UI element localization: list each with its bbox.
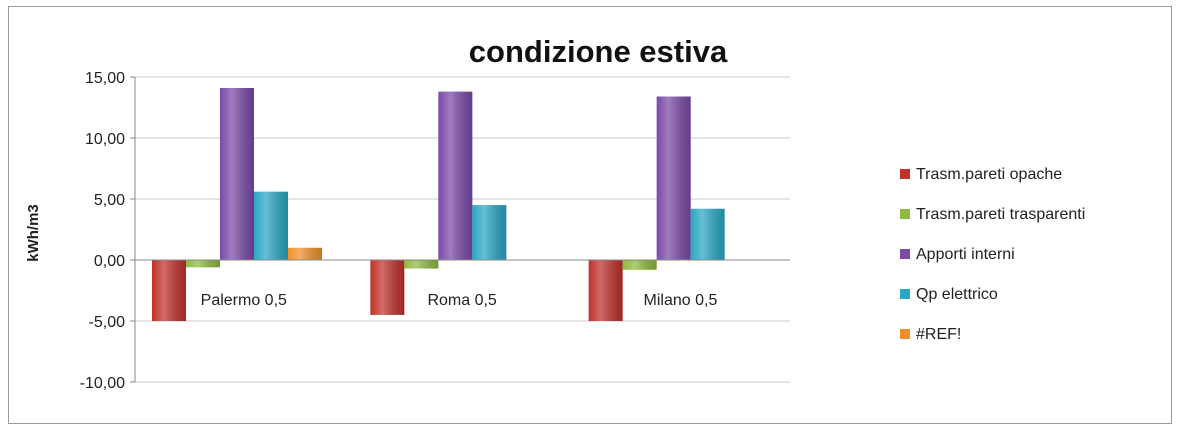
y-axis-label: kWh/m3	[25, 204, 42, 262]
bar-shading	[186, 260, 220, 268]
legend-label: Trasm.pareti trasparenti	[916, 206, 1085, 223]
legend-swatch	[900, 249, 910, 259]
legend-label: Trasm.pareti opache	[916, 166, 1062, 183]
bar-shading	[472, 205, 507, 260]
y-tick-label: 10,00	[85, 131, 125, 148]
chart-title: condizione estiva	[469, 34, 728, 69]
y-tick-label: 15,00	[85, 70, 125, 87]
y-tick-label: -5,00	[89, 314, 126, 331]
bar-shading	[220, 87, 254, 260]
y-tick-label: 5,00	[94, 192, 125, 209]
category-label: Roma 0,5	[427, 292, 496, 309]
legend-swatch	[900, 169, 910, 179]
legend-label: Qp elettrico	[916, 286, 998, 303]
legend-swatch	[900, 289, 910, 299]
category-label: Palermo 0,5	[201, 292, 287, 309]
bar-shading	[288, 247, 322, 260]
bar-shading	[152, 260, 186, 321]
legend-swatch	[900, 209, 910, 219]
bar-shading	[254, 191, 288, 260]
bar-shading	[656, 96, 691, 261]
y-tick-label: -10,00	[80, 375, 125, 392]
bar-shading	[404, 260, 439, 269]
category-label: Milano 0,5	[644, 292, 718, 309]
y-tick-label: 0,00	[94, 253, 125, 270]
bar-shading	[370, 260, 405, 315]
legend-swatch	[900, 329, 910, 339]
bar-shading	[588, 260, 623, 321]
bar-shading	[622, 260, 657, 270]
bar-shading	[690, 208, 725, 260]
legend-label: Apporti interni	[916, 246, 1015, 263]
legend-label: #REF!	[916, 326, 961, 343]
bar-shading	[438, 91, 473, 260]
chart-frame	[8, 6, 1172, 424]
